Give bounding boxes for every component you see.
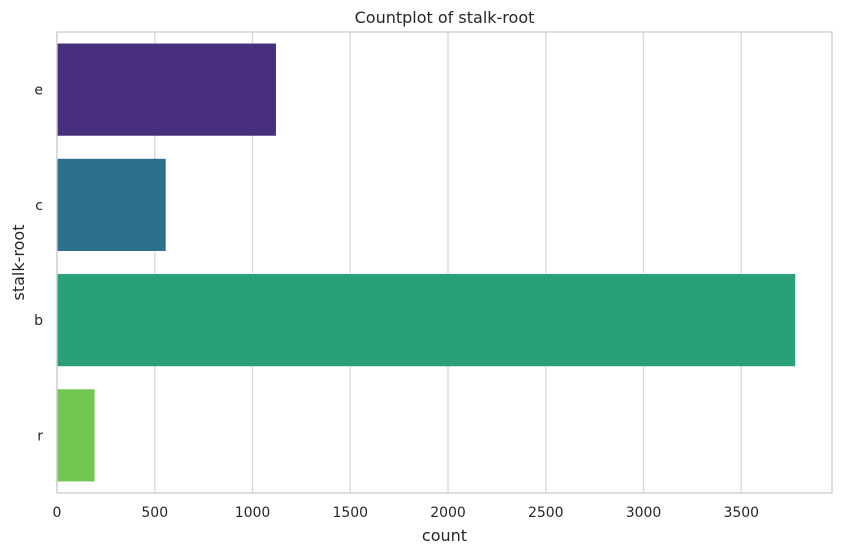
x-tick-label: 3000 (626, 505, 662, 521)
y-tick-label-r: r (37, 428, 43, 444)
x-tick-label: 3500 (723, 505, 759, 521)
y-tick-labels: e c b r (34, 83, 43, 445)
x-tick-labels: 0 500 1000 1500 2000 2500 3000 3500 (53, 505, 760, 521)
bar-e (57, 43, 276, 136)
y-axis-label: stalk-root (9, 225, 28, 301)
x-tick-label: 2000 (430, 505, 466, 521)
plot-frame (56, 31, 833, 494)
x-tick-label: 500 (141, 505, 168, 521)
y-tick-label-e: e (34, 83, 43, 99)
y-tick-label-b: b (34, 313, 43, 329)
x-tick-label: 2500 (528, 505, 564, 521)
bar-b (57, 274, 796, 367)
x-tick-label: 1000 (235, 505, 271, 521)
y-tick-label-c: c (35, 198, 43, 214)
bars (57, 43, 796, 482)
x-tick-label: 1500 (332, 505, 368, 521)
bar-c (57, 158, 166, 251)
x-tick-label: 0 (53, 505, 62, 521)
chart-title: Countplot of stalk-root (355, 8, 535, 27)
x-axis-label: count (422, 526, 467, 545)
bar-r (57, 389, 95, 482)
